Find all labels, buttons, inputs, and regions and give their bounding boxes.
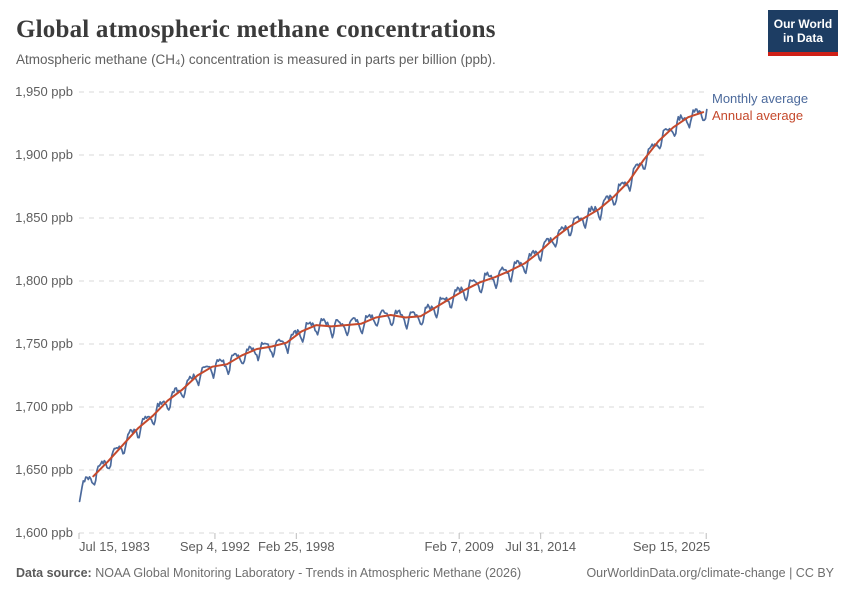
y-tick-label: 1,950 ppb (15, 84, 73, 99)
annual-average-line (92, 111, 705, 478)
page-subtitle: Atmospheric methane (CH₄) concentration … (16, 52, 496, 67)
x-tick-label: Jul 15, 1983 (79, 539, 150, 554)
x-tick-label: Feb 7, 2009 (424, 539, 494, 554)
owid-logo-line1: Our World (773, 16, 833, 31)
legend-monthly-average[interactable]: Monthly average (712, 91, 809, 106)
owid-logo-red-bar (768, 52, 838, 56)
x-tick-label: Feb 25, 1998 (257, 539, 335, 554)
data-source-label: Data source: (16, 566, 92, 580)
page-title: Global atmospheric methane concentration… (16, 16, 496, 43)
y-tick-label: 1,800 ppb (15, 273, 73, 288)
data-source-text: NOAA Global Monitoring Laboratory - Tren… (91, 566, 522, 580)
y-tick-label: 1,650 ppb (15, 462, 73, 477)
legend-annual-average[interactable]: Annual average (712, 108, 804, 123)
x-tick-label: Jul 31, 2014 (505, 539, 577, 554)
x-tick-label: Sep 4, 1992 (179, 539, 250, 554)
owid-url-license[interactable]: OurWorldinData.org/climate-change | CC B… (586, 566, 834, 580)
y-tick-label: 1,600 ppb (15, 525, 73, 540)
x-tick-label: Sep 15, 2025 (632, 539, 711, 554)
y-tick-label: 1,750 ppb (15, 336, 73, 351)
monthly-average-line (78, 108, 708, 503)
y-tick-label: 1,900 ppb (15, 147, 73, 162)
owid-logo-line2: in Data (782, 31, 823, 45)
y-tick-label: 1,850 ppb (15, 210, 73, 225)
data-source-note: Data source: NOAA Global Monitoring Labo… (16, 566, 521, 580)
owid-logo[interactable]: Our World in Data (768, 10, 838, 56)
y-tick-label: 1,700 ppb (15, 399, 73, 414)
